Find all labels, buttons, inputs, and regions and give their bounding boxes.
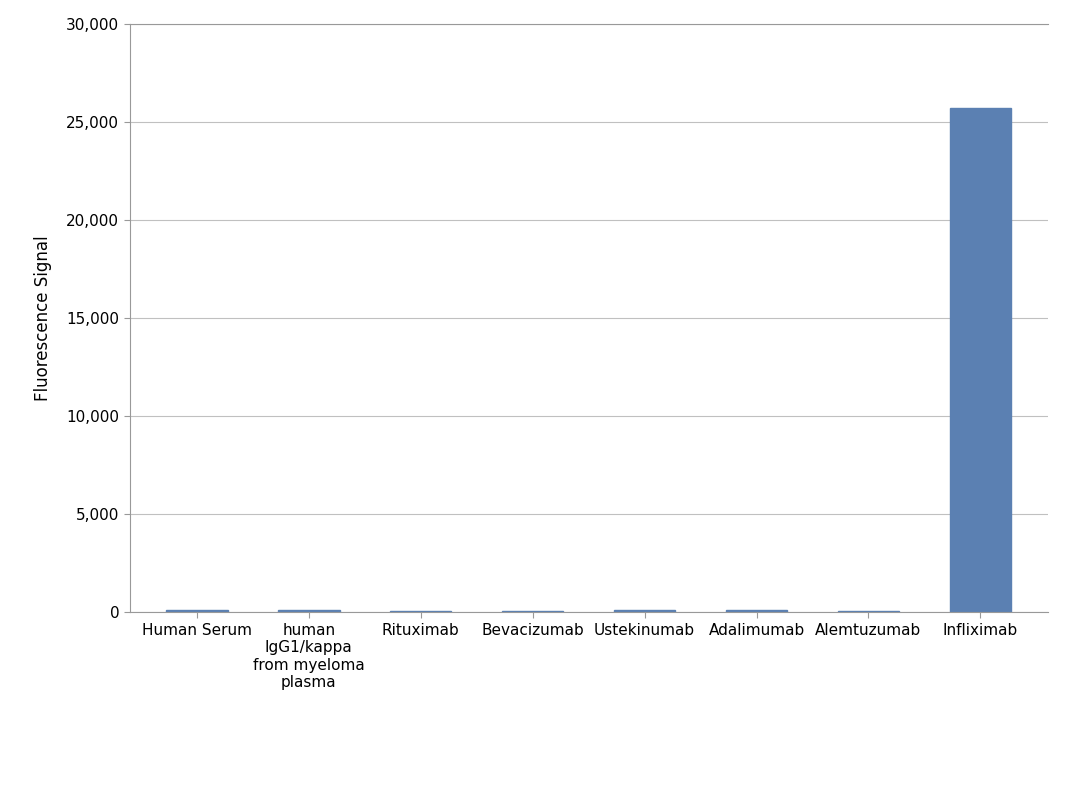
- Bar: [726, 610, 787, 612]
- Bar: [278, 610, 339, 612]
- Bar: [613, 610, 675, 612]
- Y-axis label: Fluorescence Signal: Fluorescence Signal: [35, 236, 52, 400]
- Bar: [949, 108, 1011, 612]
- Bar: [390, 611, 451, 612]
- Bar: [166, 611, 228, 612]
- Bar: [502, 611, 564, 612]
- Bar: [838, 611, 900, 612]
